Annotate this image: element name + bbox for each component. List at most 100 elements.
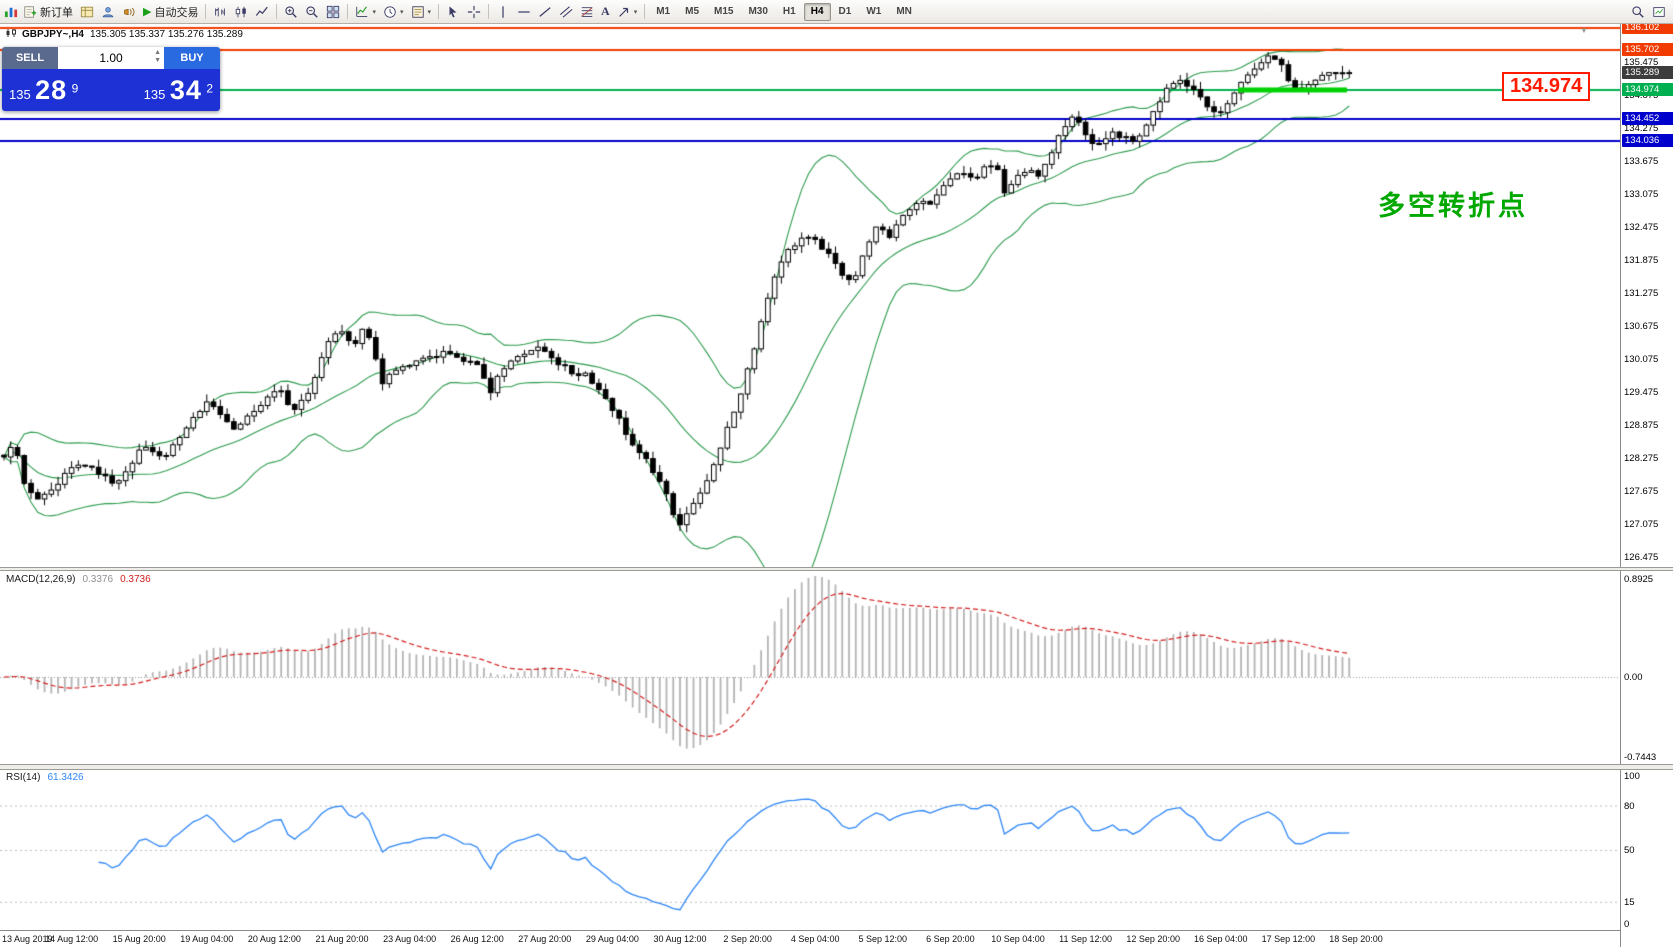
bar-chart-button[interactable] bbox=[210, 2, 230, 22]
sell-price-prefix: 135 bbox=[9, 86, 31, 102]
buy-button[interactable]: BUY bbox=[164, 47, 220, 69]
axis-tick-label: 15 bbox=[1624, 896, 1635, 908]
cursor-button[interactable] bbox=[443, 2, 463, 22]
volume-up-button[interactable]: ▲ bbox=[154, 49, 161, 56]
volume-value: 1.00 bbox=[99, 51, 123, 65]
search-button[interactable] bbox=[1628, 2, 1648, 22]
sell-button[interactable]: SELL bbox=[2, 47, 58, 69]
panel-splitter[interactable] bbox=[0, 764, 1673, 770]
axis-tick-label: 135.475 bbox=[1624, 57, 1659, 69]
tile-windows-button[interactable] bbox=[323, 2, 343, 22]
timeframe-button-mn[interactable]: MN bbox=[889, 3, 919, 21]
arrows-button[interactable]: ▾ bbox=[614, 2, 641, 22]
time-axis-label: 27 Aug 20:00 bbox=[518, 934, 572, 944]
candlestick-chart-button[interactable] bbox=[231, 2, 251, 22]
macd-canvas[interactable] bbox=[0, 571, 1620, 764]
timeframe-button-h1[interactable]: H1 bbox=[776, 3, 803, 21]
rsi-label: RSI(14) 61.3426 bbox=[6, 772, 84, 783]
axis-tick-label: 131.875 bbox=[1624, 255, 1659, 267]
axis-tick-label: 126.475 bbox=[1624, 551, 1659, 563]
one-click-trade-panel: SELL 1.00 ▲ ▼ BUY 135 28 9 135 34 2 bbox=[2, 47, 220, 111]
rsi-canvas[interactable] bbox=[0, 770, 1620, 930]
volume-down-button[interactable]: ▼ bbox=[154, 57, 161, 64]
macd-main-value: 0.3376 bbox=[82, 574, 114, 585]
autotrading-button[interactable]: ▶ 自动交易 bbox=[140, 2, 201, 22]
new-chart-button[interactable] bbox=[1649, 2, 1669, 22]
time-axis-label: 26 Aug 12:00 bbox=[450, 934, 504, 944]
volume-stepper: ▲ ▼ bbox=[154, 49, 161, 65]
new-order-button[interactable]: 新订单 bbox=[20, 2, 76, 22]
timeframe-button-d1[interactable]: D1 bbox=[832, 3, 859, 21]
price-callout-label[interactable]: 134.974 bbox=[1502, 72, 1591, 101]
time-axis-label: 15 Aug 20:00 bbox=[112, 934, 166, 944]
buy-price-sup: 2 bbox=[206, 81, 213, 96]
market-watch-button[interactable] bbox=[77, 2, 97, 22]
axis-tick-label: 0.00 bbox=[1624, 672, 1643, 683]
time-axis-label: 10 Sep 04:00 bbox=[991, 934, 1045, 944]
text-label-button[interactable]: A bbox=[598, 2, 613, 22]
macd-panel bbox=[0, 571, 1620, 764]
volume-input[interactable]: 1.00 ▲ ▼ bbox=[58, 47, 164, 69]
axis-tick-label: 130.675 bbox=[1624, 321, 1659, 333]
notifications-button[interactable] bbox=[119, 2, 139, 22]
sell-price[interactable]: 135 28 9 bbox=[9, 75, 78, 106]
price-axis-badge: 135.289 bbox=[1622, 65, 1673, 79]
macd-label: MACD(12,26,9) 0.3376 0.3736 bbox=[6, 574, 151, 585]
fibonacci-button[interactable] bbox=[577, 2, 597, 22]
axis-tick-label: 132.475 bbox=[1624, 222, 1659, 234]
crosshair-button[interactable] bbox=[464, 2, 484, 22]
horizontal-line-button[interactable] bbox=[514, 2, 534, 22]
zoom-in-button[interactable] bbox=[281, 2, 301, 22]
zoom-out-button[interactable] bbox=[302, 2, 322, 22]
rsi-value: 61.3426 bbox=[47, 772, 84, 783]
symbol-icon bbox=[6, 28, 16, 41]
timeframe-button-w1[interactable]: W1 bbox=[859, 3, 888, 21]
macd-name: MACD(12,26,9) bbox=[6, 574, 76, 585]
timeframe-button-m5[interactable]: M5 bbox=[678, 3, 706, 21]
time-axis-label: 19 Aug 04:00 bbox=[180, 934, 234, 944]
time-axis-label: 12 Sep 20:00 bbox=[1126, 934, 1180, 944]
channel-button[interactable] bbox=[556, 2, 576, 22]
timeframe-button-h4[interactable]: H4 bbox=[803, 2, 831, 21]
periods-button[interactable]: ▾ bbox=[380, 2, 407, 22]
chart-shift-marker[interactable]: ▼ bbox=[1580, 26, 1588, 35]
buy-price[interactable]: 135 34 2 bbox=[144, 75, 213, 106]
timeframe-button-m15[interactable]: M15 bbox=[707, 3, 740, 21]
toolbar-separator bbox=[347, 4, 349, 19]
indicators-button[interactable]: ▾ bbox=[352, 2, 379, 22]
axis-tick-label: 133.675 bbox=[1624, 156, 1659, 168]
panel-splitter[interactable] bbox=[0, 567, 1673, 571]
timeframe-button-m1[interactable]: M1 bbox=[649, 3, 677, 21]
toolbar-separator bbox=[438, 4, 440, 19]
time-axis-label: 17 Sep 12:00 bbox=[1261, 934, 1316, 944]
templates-button[interactable]: ▾ bbox=[408, 2, 435, 22]
symbol-label: GBPJPY~,H4 bbox=[22, 29, 84, 40]
main-chart-canvas[interactable] bbox=[0, 24, 1620, 567]
main-chart-panel bbox=[0, 24, 1620, 567]
price-axis-badge: 134.452 bbox=[1622, 111, 1673, 125]
time-axis-label: 13 Aug 2019 bbox=[2, 934, 53, 944]
dropdown-caret: ▾ bbox=[372, 8, 376, 16]
toolbar-separator bbox=[276, 4, 278, 19]
axis-tick-label: 129.475 bbox=[1624, 387, 1659, 399]
time-axis-label: 18 Sep 20:00 bbox=[1329, 934, 1383, 944]
axis-tick-label: 127.675 bbox=[1624, 485, 1659, 497]
app-icon bbox=[4, 4, 19, 19]
axis-tick-label: 80 bbox=[1624, 800, 1635, 812]
price-axis-badge: 135.702 bbox=[1622, 42, 1673, 56]
vertical-line-button[interactable] bbox=[493, 2, 513, 22]
time-axis-label: 5 Sep 12:00 bbox=[858, 934, 908, 944]
trendline-button[interactable] bbox=[535, 2, 555, 22]
line-chart-button[interactable] bbox=[252, 2, 272, 22]
new-order-icon bbox=[23, 5, 37, 19]
autotrading-label: 自动交易 bbox=[154, 6, 199, 19]
time-axis-label: 14 Aug 12:00 bbox=[45, 934, 99, 944]
profile-button[interactable] bbox=[98, 2, 118, 22]
axis-tick-label: 0.8925 bbox=[1624, 574, 1654, 585]
time-axis[interactable]: 13 Aug 2019 14 Aug 12:00 15 Aug 20:00 19 Au… bbox=[0, 930, 1620, 947]
axis-tick-label: -0.7443 bbox=[1624, 752, 1657, 763]
price-axis-badge: 136.102 bbox=[1622, 21, 1673, 35]
time-axis-label: 21 Aug 20:00 bbox=[315, 934, 369, 944]
timeframe-button-m30[interactable]: M30 bbox=[741, 3, 774, 21]
